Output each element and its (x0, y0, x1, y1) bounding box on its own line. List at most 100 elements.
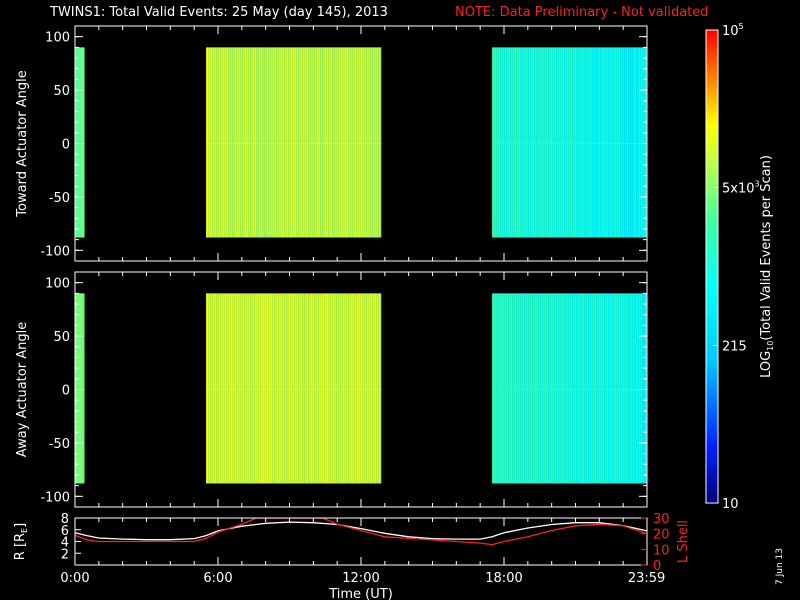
heatmap-cell (634, 293, 637, 484)
heatmap-cell (588, 47, 591, 238)
heatmap-cell (332, 293, 335, 484)
heatmap-cell (616, 47, 619, 238)
heatmap-cell (350, 47, 353, 238)
heatmap-cell (226, 47, 229, 238)
heatmap-cell (354, 293, 357, 484)
x-tick-label: 23:59 (628, 571, 665, 586)
heatmap-cell (578, 47, 581, 238)
heatmap-cell (370, 293, 373, 484)
heatmap-cell (560, 293, 563, 484)
heatmap-cell (378, 47, 381, 238)
heatmap-cell (328, 293, 331, 484)
heatmap-cell (536, 293, 539, 484)
heatmap-cell (570, 47, 573, 238)
heatmap-cell (592, 47, 595, 238)
heatmap-cell (212, 293, 215, 484)
note-text: NOTE: Data Preliminary - Not validated (455, 5, 709, 20)
heatmap-cell (214, 47, 217, 238)
heatmap-cell (514, 293, 517, 484)
heatmap-cell (498, 293, 501, 484)
heatmap-cell (344, 47, 347, 238)
heatmap-cell (624, 293, 627, 484)
heatmap-cell (280, 293, 283, 484)
heatmap-cell (530, 47, 533, 238)
preliminary-note: NOTE: Data Preliminary - Not validated (455, 5, 709, 20)
heatmap-cell (234, 293, 237, 484)
y-tick-label: -100 (40, 244, 70, 259)
y-axis-label: Away Actuator Angle (15, 322, 30, 457)
heatmap-cell (506, 47, 509, 238)
heatmap-cell (510, 47, 513, 238)
heatmap-cell (366, 293, 369, 484)
heatmap-cell (242, 47, 245, 238)
heatmap-cell (276, 47, 279, 238)
heatmap-cell (530, 293, 533, 484)
heatmap-cell (312, 47, 315, 238)
heatmap-cell (308, 47, 311, 238)
heatmap-cell (368, 293, 371, 484)
x-tick-label: 6:00 (203, 571, 232, 586)
heatmap-cell (624, 47, 627, 238)
heatmap-cell (550, 293, 553, 484)
heatmap-cell (522, 293, 525, 484)
away-panel: -100 -50 0 50 100 Away Actuator Angle (15, 271, 648, 508)
heatmap-cell (372, 47, 375, 238)
heatmap-cell (364, 47, 367, 238)
heatmap-cell (258, 293, 261, 484)
y-tick-label: 0 (62, 384, 70, 399)
heatmap-cell (572, 47, 575, 238)
heatmap-cell (602, 47, 605, 238)
heatmap-cell (222, 293, 225, 484)
heatmap-cell (224, 47, 227, 238)
heatmap-cell (352, 293, 355, 484)
heatmap-cell (288, 293, 291, 484)
heatmap-cell (262, 293, 265, 484)
heatmap-cell (274, 293, 277, 484)
heatmap-cell (334, 293, 337, 484)
heatmap-cell (610, 47, 613, 238)
heatmap-cell (75, 293, 77, 484)
colorbar-label-main: LOG (759, 351, 774, 378)
heatmap-cell (302, 47, 305, 238)
y-tick-label: 100 (45, 277, 70, 292)
heatmap-cell (508, 293, 511, 484)
heatmap-cell (502, 293, 505, 484)
heatmap-cell (276, 293, 279, 484)
heatmap-cell (310, 47, 313, 238)
heatmap-cell (232, 47, 235, 238)
y-tick-label: 50 (53, 330, 70, 345)
heatmap-cell (316, 47, 319, 238)
heatmap-cell (618, 293, 621, 484)
heatmap-cell (546, 293, 549, 484)
heatmap-cell (234, 47, 237, 238)
heatmap-cell (240, 47, 243, 238)
heatmap-cell (600, 293, 603, 484)
heatmap-cell (632, 47, 635, 238)
heatmap-cell (206, 293, 209, 484)
heatmap-cell (528, 293, 531, 484)
heatmap-cell (556, 47, 559, 238)
heatmap-cell (628, 47, 631, 238)
heatmap-cell (620, 293, 623, 484)
heatmap-cell (564, 293, 567, 484)
heatmap-cell (590, 47, 593, 238)
heatmap-cell (336, 47, 339, 238)
heatmap-cell (608, 47, 611, 238)
heatmap-cell (290, 47, 293, 238)
heatmap-cell (324, 293, 327, 484)
heatmap-cell (534, 293, 537, 484)
heatmap-cell (232, 293, 235, 484)
heatmap-cell (218, 293, 221, 484)
heatmap-cell (510, 293, 513, 484)
heatmap-cell (626, 293, 629, 484)
heatmap-cell (532, 293, 535, 484)
heatmap-cell (582, 293, 585, 484)
colorbar-tick-main: 215 (722, 339, 747, 354)
colorbar-label: LOG10(Total Valid Events per Scan) (759, 155, 775, 378)
heatmap-cell (494, 47, 497, 238)
heatmap-cell (542, 293, 545, 484)
heatmap-cell (638, 293, 641, 484)
heatmap-cell (586, 293, 589, 484)
heatmap-cell (626, 47, 629, 238)
heatmap-cell (560, 47, 563, 238)
